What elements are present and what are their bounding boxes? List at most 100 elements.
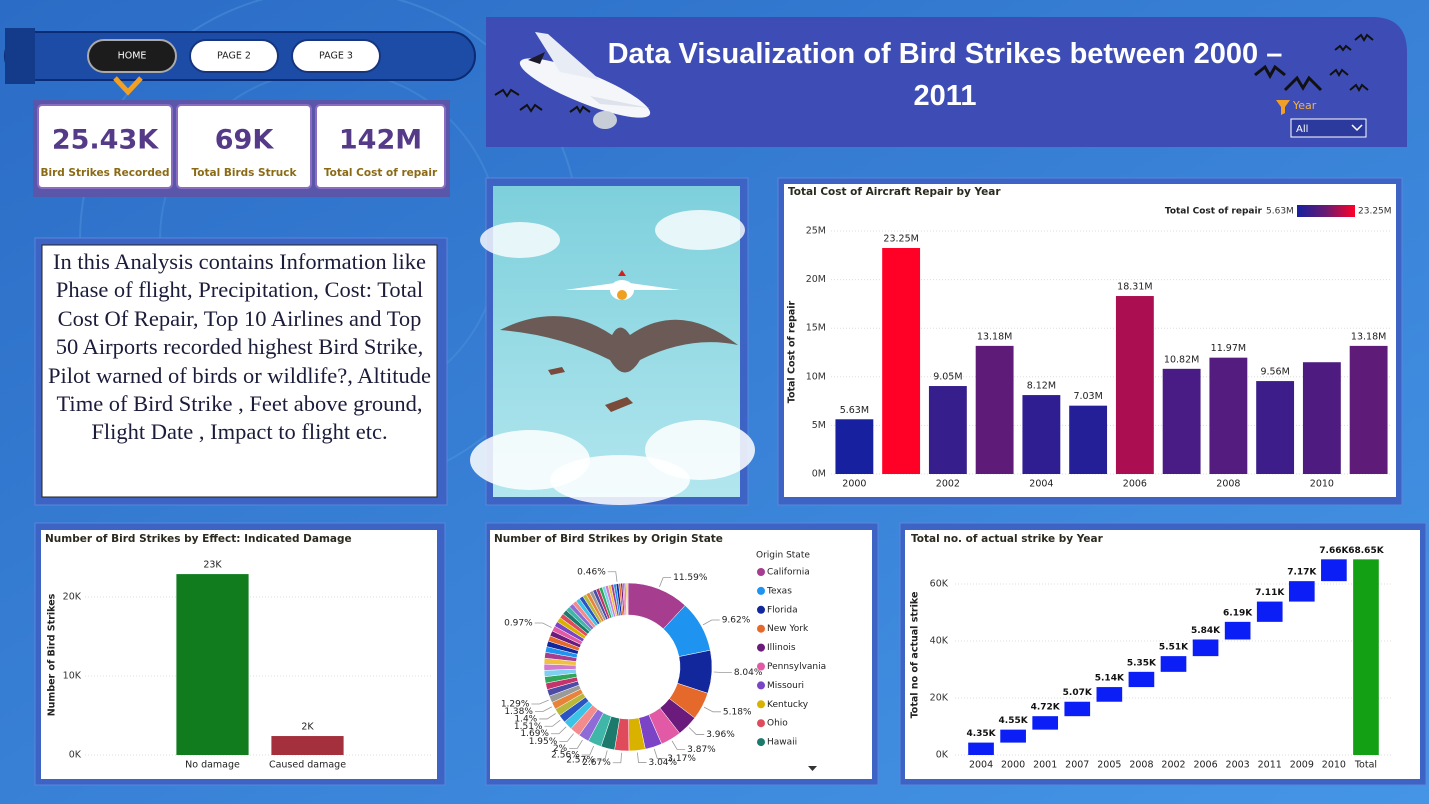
data-label: 2.57%: [566, 756, 595, 766]
bar: [271, 736, 344, 755]
x-tick-label: 2004: [969, 760, 993, 771]
y-axis-title: Total Cost of repair: [787, 300, 798, 403]
nav-button[interactable]: [291, 39, 381, 73]
kpi-value: 69K: [215, 125, 275, 156]
data-label: 5.14K: [1095, 674, 1125, 684]
data-label: 23K: [203, 560, 222, 571]
nav-button-label[interactable]: PAGE 2: [217, 51, 251, 62]
waterfall-bar: [1032, 716, 1059, 730]
wing: [535, 32, 600, 80]
data-label: 4.35K: [966, 729, 996, 739]
legend-swatch: [757, 568, 765, 576]
nav-button-label[interactable]: PAGE 3: [319, 51, 353, 62]
leader-line: [544, 719, 561, 727]
bar: [1022, 395, 1061, 474]
x-tick-label: 2004: [1029, 479, 1053, 490]
donut-slice: [627, 582, 629, 616]
data-label: 9.05M: [933, 372, 962, 383]
slicer-dropdown[interactable]: [1290, 118, 1367, 138]
header-title: Data Visualization of Bird Strikes betwe…: [607, 38, 1283, 112]
bird-icon: [1254, 64, 1286, 80]
legend-label: Missouri: [767, 681, 804, 691]
waterfall-bar: [1256, 601, 1283, 622]
legend-min-label: 5.63M: [1266, 207, 1294, 217]
y-tick-label: 25M: [806, 226, 826, 237]
y-tick-label: 40K: [930, 636, 949, 647]
waterfall-bar: [1160, 656, 1187, 672]
data-label: 8.04%: [734, 668, 763, 678]
y-tick-label: 5M: [812, 420, 826, 431]
data-label: 3.87%: [687, 745, 716, 755]
bird-icon: [1349, 83, 1369, 92]
y-axis-title: Total no of actual strike: [910, 592, 921, 719]
legend-title: Origin State: [756, 551, 810, 561]
data-label: 5.35K: [1127, 658, 1157, 668]
data-label: 1.95%: [529, 737, 558, 747]
waterfall-bar: [1224, 621, 1251, 640]
bird: [500, 316, 738, 373]
leader-line: [702, 619, 720, 626]
waterfall-bar: [1192, 639, 1219, 657]
legend-swatch: [757, 605, 765, 614]
y-axis-title: Number of Bird Strikes: [47, 593, 58, 716]
data-label: 7.11K: [1255, 588, 1285, 598]
legend-label: Florida: [767, 605, 798, 615]
data-label: 2.67%: [582, 758, 611, 768]
legend-label: Texas: [766, 586, 792, 596]
x-tick-label: 2011: [1258, 760, 1282, 771]
bar: [176, 574, 249, 755]
illustration: [470, 210, 755, 505]
x-tick-label: 2007: [1065, 760, 1089, 771]
data-label: 11.59%: [673, 573, 708, 583]
nav-button-label[interactable]: HOME: [118, 51, 147, 62]
chart-title: Total no. of actual strike by Year: [911, 533, 1104, 545]
data-label: 5.84K: [1191, 626, 1221, 636]
cloud: [480, 222, 560, 258]
x-tick-label: 2001: [1033, 760, 1057, 771]
data-label: 68.65K: [1348, 546, 1384, 556]
data-label: 7.03M: [1073, 391, 1102, 402]
chart-title: Number of Bird Strikes by Effect: Indica…: [45, 533, 352, 545]
bird-icon: [569, 105, 591, 114]
kpi-card: [176, 104, 312, 189]
legend-swatch: [757, 681, 765, 690]
slicer-value[interactable]: All: [1296, 124, 1308, 135]
y-tick-label: 0K: [69, 750, 82, 761]
bird-icon: [1283, 75, 1323, 92]
kpi-value: 25.43K: [52, 125, 159, 156]
x-tick-label: 2005: [1097, 760, 1121, 771]
data-label: 6.19K: [1223, 608, 1253, 618]
bar: [1256, 381, 1295, 474]
data-label: 7.66K: [1319, 546, 1349, 556]
x-tick-label: 2000: [842, 479, 866, 490]
bird-icon: [528, 52, 545, 64]
data-label: 8.12M: [1027, 381, 1056, 392]
data-label: 9.56M: [1260, 367, 1289, 378]
bar: [1069, 405, 1108, 474]
x-tick-label: 2008: [1216, 479, 1240, 490]
nav-button[interactable]: [189, 39, 279, 73]
data-label: 9.62%: [722, 615, 751, 625]
wing: [590, 96, 650, 108]
description-box: [41, 244, 438, 498]
cloud: [655, 210, 745, 250]
slicer-label: Year: [1292, 99, 1317, 112]
y-tick-label: 20K: [63, 592, 82, 603]
x-tick-label: 2010: [1310, 479, 1334, 490]
data-label: 23.25M: [883, 234, 918, 245]
filter-icon: [1276, 100, 1290, 115]
data-label: 11.97M: [1211, 343, 1246, 354]
waterfall-bar: [968, 742, 994, 755]
leader-line: [713, 671, 732, 674]
y-tick-label: 20M: [806, 274, 826, 285]
data-label: 10.82M: [1164, 354, 1199, 365]
leader-line: [569, 739, 583, 749]
y-tick-label: 15M: [806, 323, 826, 334]
nav-button[interactable]: [87, 39, 177, 73]
bar: [1349, 345, 1388, 474]
x-tick-label: No damage: [185, 760, 240, 771]
legend-scroll-arrow[interactable]: [808, 766, 817, 771]
y-tick-label: 10M: [806, 371, 826, 382]
